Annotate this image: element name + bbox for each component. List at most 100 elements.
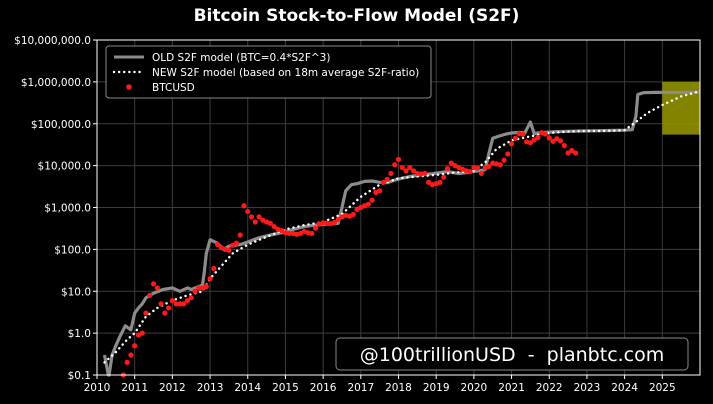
btcusd-point [211, 265, 217, 272]
btcusd-point [535, 134, 541, 141]
btcusd-point [512, 135, 518, 141]
x-tick-label: 2018 [385, 382, 412, 394]
x-tick-label: 2012 [159, 382, 186, 394]
x-tick-label: 2015 [272, 382, 299, 394]
btcusd-point [403, 168, 409, 174]
btcusd-point [158, 301, 164, 307]
tick-labels: 2010 2011 2012 2013 2014 2015 2016 2017 2018 2019… [14, 35, 676, 394]
btcusd-point [309, 230, 315, 237]
x-tick-label: 2010 [84, 382, 111, 394]
y-tick-label: $1,000,000.0 [21, 77, 91, 89]
btcusd-point [241, 203, 247, 209]
btcusd-point [407, 164, 413, 171]
watermark-box [335, 337, 689, 371]
btcusd-point [410, 168, 417, 174]
btcusd-point [475, 165, 481, 171]
btcusd-point [369, 197, 375, 203]
btcusd-point [478, 170, 485, 177]
y-tick-label: $1,000.0 [44, 203, 91, 215]
x-tick-label: 2021 [498, 382, 525, 394]
btcusd-point [267, 220, 273, 226]
btcusd-point [139, 330, 145, 336]
btcusd-point [271, 223, 277, 230]
btcusd-point [546, 135, 552, 141]
btcusd-point [335, 216, 341, 222]
x-tick-label: 2017 [347, 382, 374, 394]
x-tick-label: 2024 [611, 382, 638, 394]
watermark: @100trillionUSD - planbtc.com [335, 337, 689, 371]
x-tick-label: 2023 [574, 382, 601, 394]
btcusd-point [441, 174, 447, 180]
legend-label: NEW S2F model (based on 18m average S2F-… [152, 67, 419, 79]
btcusd-point [520, 131, 526, 137]
btcusd-point [177, 301, 183, 307]
btcusd-point [286, 230, 292, 237]
btcusd-point [557, 138, 564, 144]
btcusd-point [350, 211, 356, 218]
btcusd-point [324, 220, 330, 226]
btcusd-point [166, 305, 172, 311]
watermark-text: @100trillionUSD - planbtc.com [360, 344, 665, 366]
btcusd-point [215, 242, 221, 248]
btcusd-point [365, 201, 371, 207]
x-tick-label: 2022 [536, 382, 563, 394]
btcusd-point [467, 168, 473, 175]
series-layer [102, 89, 702, 378]
btcusd-point [486, 163, 492, 170]
btcusd-point [237, 232, 243, 238]
btcusd-point [561, 143, 567, 149]
legend-box [105, 45, 432, 99]
highlight-band-layer [662, 81, 700, 135]
btcusd-point [169, 297, 175, 304]
btcusd-point [184, 297, 191, 304]
btcusd-point [380, 179, 387, 185]
btcusd-point [245, 208, 251, 215]
x-tick-label: 2016 [310, 382, 337, 394]
btcusd-point [196, 285, 202, 291]
x-tick-label: 2025 [649, 382, 676, 394]
y-tick-label: $1.0 [68, 328, 91, 340]
btcusd-point [132, 343, 138, 349]
btcusd-point [203, 283, 209, 290]
btcusd-point [565, 150, 571, 156]
x-tick-label: 2013 [197, 382, 224, 394]
btcusd-point [128, 352, 134, 358]
btcusd-point [256, 214, 262, 220]
btcusd-point [471, 164, 477, 171]
legend: OLD S2F model (BTC=0.4*S2F^3) NEW S2F mod… [105, 45, 432, 99]
btcusd-point [444, 165, 451, 172]
x-tick-label: 2019 [423, 382, 450, 394]
x-tick-label: 2011 [121, 382, 148, 394]
btcusd-point [426, 179, 432, 185]
btcusd-point [154, 285, 160, 291]
btcusd-point [505, 151, 511, 157]
btcusd-point [331, 219, 338, 226]
btcusd-point [233, 240, 240, 246]
series-new-s2f-line [103, 89, 702, 364]
btcusd-point [320, 220, 326, 226]
btcusd-point [392, 162, 398, 168]
chart-title: Bitcoin Stock-to-Flow Model (S2F) [193, 6, 520, 26]
btcusd-point [399, 164, 405, 171]
legend-label: OLD S2F model (BTC=0.4*S2F^3) [152, 52, 330, 64]
btcusd-point [192, 288, 198, 294]
btcusd-point [448, 160, 454, 166]
btcusd-point [252, 219, 258, 225]
btcusd-point [181, 301, 187, 307]
y-tick-label: $10,000,000.0 [14, 35, 91, 47]
btcusd-point [527, 140, 534, 146]
btcusd-point [162, 310, 168, 316]
btcusd-point [188, 295, 194, 301]
btcusd-point [173, 301, 179, 307]
highlight-band [662, 81, 700, 135]
btcusd-point [377, 188, 383, 194]
x-tick-label: 2020 [461, 382, 488, 394]
btcusd-point [312, 225, 319, 231]
btcusd-point [143, 310, 149, 316]
y-tick-label: $100,000.0 [31, 119, 91, 131]
series-old-s2f-line [102, 90, 701, 377]
y-tick-label: $0.1 [68, 370, 91, 382]
btcusd-point [226, 247, 232, 253]
btcusd-point [554, 136, 560, 142]
